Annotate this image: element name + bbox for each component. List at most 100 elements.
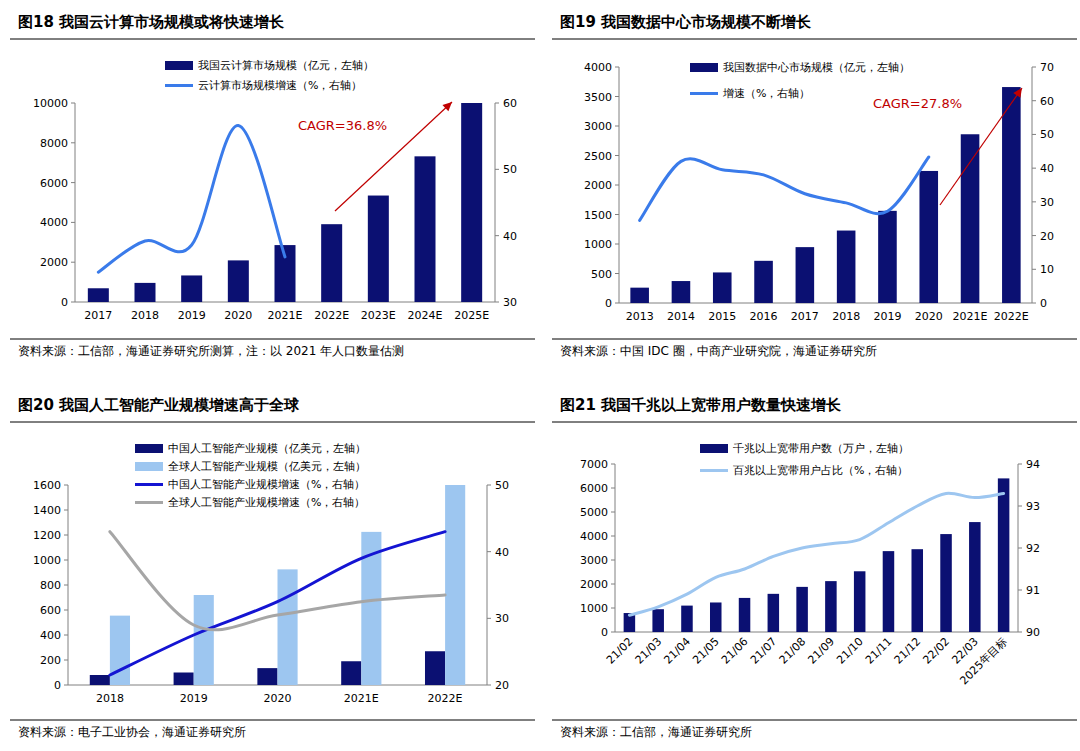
y-tick xyxy=(615,214,619,215)
x-tick-label: 2019 xyxy=(873,310,901,323)
legend-label: 我国云计算市场规模（亿元，左轴） xyxy=(198,59,374,72)
y-tick xyxy=(64,610,68,611)
source-note: 资料来源：工信部，海通证券研究所 xyxy=(560,725,752,739)
bar xyxy=(961,134,980,303)
y-tick-label: 3000 xyxy=(584,120,612,133)
y-tick-label: 7000 xyxy=(580,458,608,471)
bar xyxy=(194,595,214,685)
y-tick-label: 1000 xyxy=(580,602,608,615)
bar xyxy=(368,196,389,302)
legend-label: 中国人工智能产业规模（亿美元，左轴） xyxy=(168,442,366,455)
y-tick xyxy=(71,103,75,104)
annotation: CAGR=27.8% xyxy=(873,88,1022,205)
y2-tick-label: 92 xyxy=(1026,542,1040,555)
legend-swatch xyxy=(700,444,728,453)
x-tick-label: 2019 xyxy=(178,309,206,322)
plot-area xyxy=(624,478,1010,632)
x-tick-label: 21/10 xyxy=(834,635,866,667)
y-tick xyxy=(71,262,75,263)
legend-swatch xyxy=(700,469,728,472)
x-tick-label: 21/12 xyxy=(892,635,924,667)
bar xyxy=(672,281,691,303)
y2-tick-label: 30 xyxy=(503,296,517,309)
y2-tick xyxy=(1032,134,1036,135)
bar xyxy=(1002,87,1021,303)
x-tick-label: 2015 xyxy=(708,310,736,323)
source-note: 资料来源：电子工业协会，海通证券研究所 xyxy=(18,725,246,739)
bar xyxy=(883,551,895,632)
legend: 千兆以上宽带用户数（万户，左轴）百兆以上宽带用户占比（%，右轴） xyxy=(700,442,909,477)
bar xyxy=(135,283,156,302)
legend-swatch xyxy=(135,483,163,486)
annotation-arrowhead xyxy=(1013,88,1022,98)
x-tick-label: 21/06 xyxy=(719,635,751,667)
y2-tick-label: 60 xyxy=(503,97,517,110)
y-tick-label: 0 xyxy=(605,297,612,310)
y-tick xyxy=(611,632,615,633)
y-tick xyxy=(611,488,615,489)
y-tick-label: 2000 xyxy=(580,578,608,591)
x-tick-label: 2019 xyxy=(180,692,208,705)
y-tick xyxy=(615,155,619,156)
source-note: 资料来源：工信部，海通证券研究所测算，注：以 2021 年人口数量估测 xyxy=(18,344,404,358)
bar xyxy=(796,247,815,303)
x-axis-line xyxy=(615,632,1018,633)
bar xyxy=(713,272,732,303)
legend-label: 全球人工智能产业规模增速（%，右轴） xyxy=(168,496,365,509)
x-tick-label: 2020 xyxy=(915,310,943,323)
y-tick-label: 3500 xyxy=(584,91,612,104)
y-tick xyxy=(611,512,615,513)
y2-tick-label: 40 xyxy=(495,546,509,559)
y-tick xyxy=(64,685,68,686)
y2-tick-label: 40 xyxy=(1040,162,1054,175)
bar xyxy=(321,224,342,302)
annotation: CAGR=36.8% xyxy=(298,102,452,211)
y2-tick-label: 50 xyxy=(495,479,509,492)
y-tick xyxy=(615,273,619,274)
series-line xyxy=(98,126,285,273)
y2-tick xyxy=(487,485,491,486)
y-tick-label: 0 xyxy=(61,296,68,309)
y-tick xyxy=(64,535,68,536)
y-tick-label: 0 xyxy=(601,626,608,639)
plot-area xyxy=(90,485,465,685)
y2-tick xyxy=(1032,100,1036,101)
x-tick-label: 2024E xyxy=(408,309,443,322)
bar xyxy=(710,602,722,632)
y-tick-label: 400 xyxy=(40,629,61,642)
x-tick-label: 2018 xyxy=(131,309,159,322)
source-note: 资料来源：中国 IDC 圈，中商产业研究院，海通证券研究所 xyxy=(560,344,877,358)
legend-label: 我国数据中心市场规模（亿元，左轴） xyxy=(723,61,910,74)
y-tick-label: 1000 xyxy=(584,238,612,251)
y2-tick xyxy=(1032,168,1036,169)
x-tick-label: 22/02 xyxy=(921,635,953,667)
chart-title: 图18 我国云计算市场规模或将快速增长 xyxy=(18,13,285,31)
y2-tick xyxy=(487,618,491,619)
y2-tick xyxy=(1032,235,1036,236)
x-tick-label: 2021E xyxy=(953,310,988,323)
bar xyxy=(911,549,923,632)
y-tick xyxy=(64,635,68,636)
x-tick-label: 21/02 xyxy=(604,635,636,667)
title-rule xyxy=(10,422,535,423)
y2-tick xyxy=(1018,506,1022,507)
y2-tick xyxy=(1018,464,1022,465)
x-tick-label: 21/05 xyxy=(690,635,722,667)
annotation-text: CAGR=27.8% xyxy=(873,96,962,111)
legend-label: 全球人工智能产业规模（亿美元，左轴） xyxy=(168,460,366,473)
y-tick-label: 8000 xyxy=(40,137,68,150)
y-tick-label: 10000 xyxy=(33,97,68,110)
legend: 我国云计算市场规模（亿元，左轴）云计算市场规模增速（%，右轴） xyxy=(165,59,374,92)
y2-tick xyxy=(495,302,499,303)
y2-tick-label: 94 xyxy=(1026,458,1040,471)
x-tick-label: 21/08 xyxy=(777,635,809,667)
y-tick xyxy=(611,536,615,537)
series-line xyxy=(640,157,929,220)
chart-title: 图21 我国千兆以上宽带用户数量快速增长 xyxy=(560,396,842,414)
bar xyxy=(754,261,773,303)
chart-panel: 图20 我国人工智能产业规模增速高于全球资料来源：电子工业协会，海通证券研究所0… xyxy=(10,396,535,739)
y-axis-line xyxy=(75,103,76,302)
y-tick-label: 600 xyxy=(40,604,61,617)
bar xyxy=(174,673,194,686)
bar xyxy=(90,675,110,685)
